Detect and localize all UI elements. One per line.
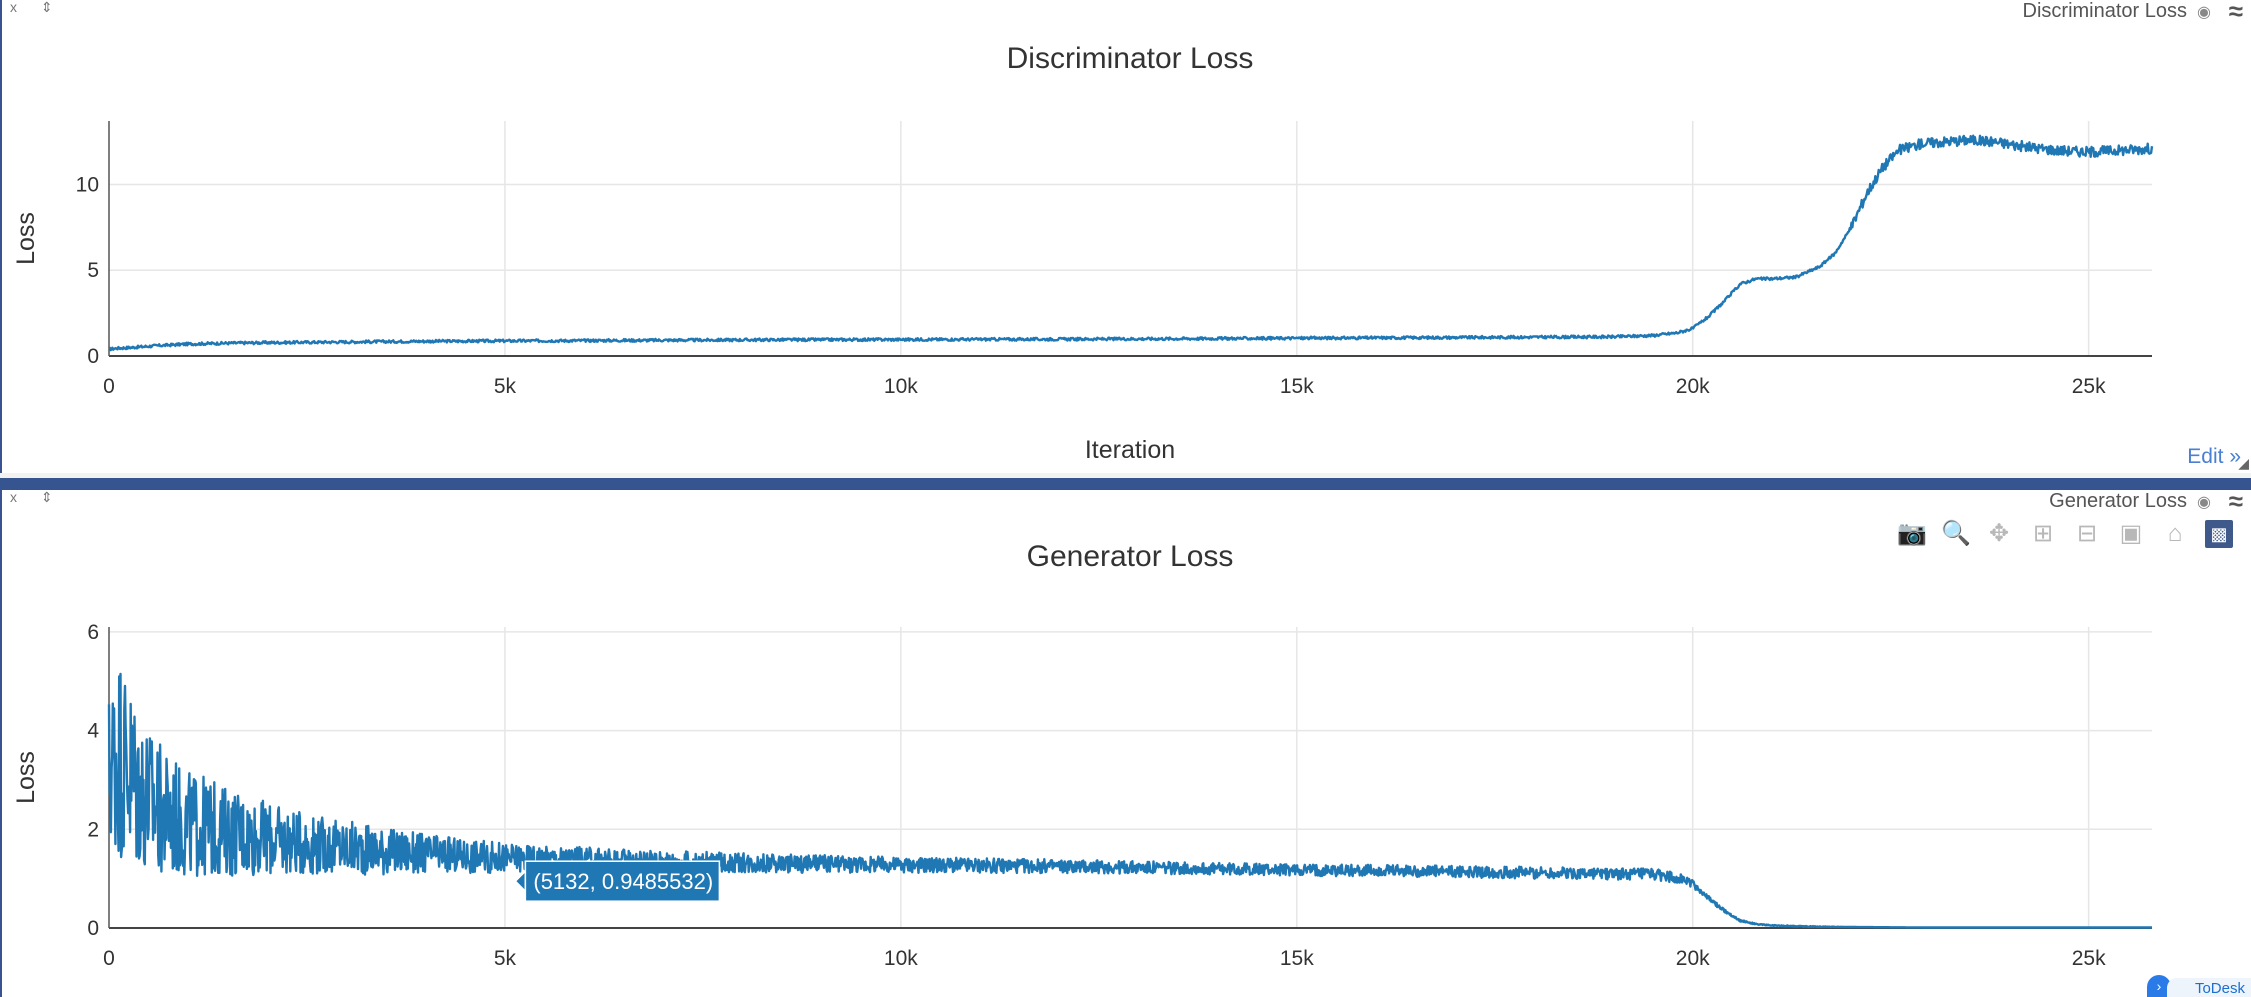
- series-line[interactable]: [107, 672, 2153, 929]
- y-tick-label: 2: [87, 818, 99, 841]
- generator-chart: Generator Loss 0 5k 10k 15k 20k 25k 0 2 4 6 Loss (51…: [12, 540, 2153, 970]
- tooltip-label: (5132, 0.9485532): [533, 869, 713, 894]
- x-tick-label: 20k: [1676, 947, 1710, 970]
- x-tick-label: 5k: [494, 375, 517, 398]
- zoom-in-icon[interactable]: ⊞: [2032, 520, 2054, 547]
- todesk-badge[interactable]: ToDesk: [2166, 978, 2251, 997]
- todesk-expand-icon[interactable]: ›: [2147, 975, 2171, 997]
- smoothing-icon[interactable]: ≈: [2228, 0, 2243, 26]
- y-axis-title: Loss: [12, 212, 40, 265]
- y-tick-label: 6: [87, 621, 99, 644]
- x-axis-title: Iteration: [1085, 436, 1175, 464]
- discriminator-pane: x ⇕ Discriminator Loss ◉ ≈ Discriminator…: [0, 0, 2251, 473]
- pane-divider[interactable]: [0, 473, 2251, 490]
- pane-controls[interactable]: x ⇕: [10, 489, 63, 505]
- series-line[interactable]: [108, 134, 2154, 352]
- pane-title: Discriminator Loss: [2022, 0, 2187, 22]
- plotly-logo-icon[interactable]: ▩: [2205, 520, 2233, 548]
- reset-axes-icon[interactable]: ⌂: [2167, 520, 2183, 547]
- camera-icon[interactable]: 📷: [1897, 520, 1927, 547]
- pane-controls[interactable]: x ⇕: [10, 0, 63, 15]
- smoothing-icon[interactable]: ≈: [2228, 486, 2243, 516]
- x-tick-label: 10k: [884, 947, 918, 970]
- y-tick-label: 5: [87, 259, 99, 282]
- y-tick-label: 4: [87, 720, 99, 743]
- x-tick-label: 25k: [2072, 947, 2106, 970]
- pane-title: Generator Loss: [2049, 490, 2187, 512]
- pan-icon[interactable]: ✥: [1988, 520, 2010, 547]
- tooltip-pointer: [514, 869, 527, 894]
- x-tick-label: 15k: [1280, 375, 1314, 398]
- discriminator-chart: Discriminator Loss 0 5k 10k 15k 20k 25k 0 5 10 Los…: [12, 42, 2154, 464]
- y-tick-label: 10: [76, 173, 99, 196]
- resize-handle-icon[interactable]: ◢: [2238, 455, 2249, 471]
- modebar: 📷 🔍 ✥ ⊞ ⊟ ▣ ⌂ ▩: [1897, 520, 2233, 548]
- y-axis-title: Loss: [12, 751, 40, 804]
- y-tick-label: 0: [87, 345, 99, 368]
- x-tick-label: 0: [103, 947, 115, 970]
- tag-icon[interactable]: ◉: [2197, 4, 2211, 21]
- tag-icon[interactable]: ◉: [2197, 494, 2211, 511]
- y-tick-label: 0: [87, 917, 99, 940]
- hover-tooltip: (5132, 0.9485532): [514, 860, 721, 902]
- edit-link[interactable]: Edit »: [2187, 445, 2241, 468]
- x-tick-label: 25k: [2072, 375, 2106, 398]
- x-tick-label: 5k: [494, 947, 517, 970]
- x-tick-label: 20k: [1676, 375, 1710, 398]
- zoom-out-icon[interactable]: ⊟: [2076, 520, 2098, 547]
- chart-title: Generator Loss: [1027, 540, 1234, 573]
- x-tick-label: 15k: [1280, 947, 1314, 970]
- chart-title: Discriminator Loss: [1007, 42, 1254, 75]
- x-tick-label: 10k: [884, 375, 918, 398]
- generator-pane: x ⇕ Generator Loss ◉ ≈ Generator Loss 0 5k…: [0, 486, 2251, 997]
- x-tick-label: 0: [103, 375, 115, 398]
- tooltip-bg: [524, 860, 721, 902]
- autoscale-icon[interactable]: ▣: [2119, 520, 2143, 547]
- zoom-icon[interactable]: 🔍: [1941, 520, 1971, 547]
